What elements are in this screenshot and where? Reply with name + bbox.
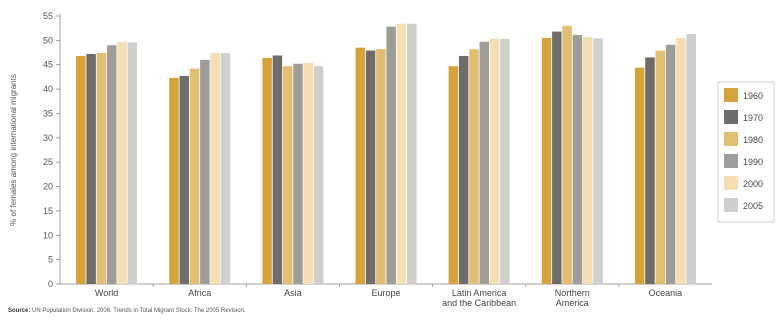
bar-1970 — [86, 54, 96, 285]
y-tick-label: 15 — [43, 206, 53, 216]
y-tick-label: 20 — [43, 182, 53, 192]
bar-1980 — [96, 53, 107, 284]
legend-label-1990: 1990 — [743, 157, 763, 167]
y-tick-label: 55 — [43, 11, 53, 21]
y-tick-label: 50 — [43, 35, 53, 45]
bar-2000 — [582, 36, 593, 284]
x-category-label: Africa — [188, 288, 211, 298]
bar-2005 — [593, 38, 603, 284]
bar-2005 — [127, 42, 138, 284]
bar-1960 — [169, 77, 179, 284]
bar-1960 — [355, 47, 365, 284]
x-category-label: Northern — [555, 288, 590, 298]
bar-1980 — [655, 50, 666, 285]
bar-2000 — [303, 62, 314, 284]
bar-1970 — [458, 55, 469, 285]
x-category-label: and the Caribbean — [442, 298, 516, 308]
bar-2000 — [396, 23, 407, 285]
x-category-label: Latin America — [452, 288, 507, 298]
legend-swatch-2000 — [724, 176, 738, 190]
x-category-label: World — [95, 288, 118, 298]
legend-label-1980: 1980 — [743, 135, 763, 145]
bar-1990 — [293, 63, 303, 284]
bar-2000 — [489, 38, 500, 284]
bar-1990 — [386, 26, 396, 284]
legend-swatch-2005 — [724, 198, 738, 212]
legend-swatch-1990 — [724, 154, 738, 168]
y-tick-label: 45 — [43, 60, 53, 70]
bar-2000 — [117, 41, 127, 284]
bar-1960 — [448, 66, 459, 285]
y-tick-label: 5 — [48, 255, 53, 265]
source-label: Source: — [8, 308, 31, 314]
legend-label-1960: 1960 — [743, 91, 763, 101]
legend-label-2005: 2005 — [743, 201, 763, 211]
bar-1990 — [479, 41, 490, 284]
legend-label-2000: 2000 — [743, 179, 763, 189]
bar-2005 — [407, 23, 417, 285]
bar-2005 — [500, 38, 510, 284]
bar-1970 — [645, 57, 655, 284]
bar-1980 — [376, 49, 386, 284]
bar-1990 — [665, 44, 676, 285]
bar-2000 — [676, 37, 686, 284]
bar-1980 — [469, 49, 479, 284]
y-tick-label: 0 — [48, 279, 53, 289]
bar-2005 — [686, 34, 696, 285]
y-tick-label: 30 — [43, 133, 53, 143]
source-text: UN Population Division. 2006. Trends in … — [32, 308, 246, 314]
y-tick-label: 40 — [43, 84, 53, 94]
x-category-label: Oceania — [649, 288, 683, 298]
y-tick-label: 10 — [43, 230, 53, 240]
x-category-label: Asia — [284, 288, 302, 298]
bar-1970 — [365, 50, 376, 285]
legend-swatch-1970 — [724, 110, 738, 124]
bar-2005 — [313, 66, 324, 285]
bar-1970 — [179, 75, 190, 285]
bar-1960 — [634, 67, 645, 284]
bar-1970 — [272, 55, 283, 285]
legend-label-1970: 1970 — [743, 113, 763, 123]
bar-1980 — [189, 68, 200, 284]
legend-swatch-1960 — [724, 88, 738, 102]
x-category-label: Europe — [371, 288, 400, 298]
bar-1960 — [541, 37, 552, 284]
bar-1980 — [562, 25, 572, 285]
bar-1960 — [262, 57, 272, 284]
bar-1990 — [572, 35, 583, 285]
y-tick-label: 25 — [43, 157, 53, 167]
bar-1980 — [282, 66, 293, 285]
y-tick-label: 35 — [43, 108, 53, 118]
source-note: Source: UN Population Division. 2006. Tr… — [8, 308, 246, 314]
bar-1970 — [552, 31, 562, 284]
legend-swatch-1980 — [724, 132, 738, 146]
bar-2005 — [220, 53, 231, 284]
bar-1960 — [76, 55, 86, 285]
bar-1990 — [106, 45, 117, 285]
bar-1990 — [200, 59, 210, 284]
x-category-label: America — [556, 298, 589, 308]
y-axis-title: % of females among international migrant… — [9, 74, 18, 226]
bar-2000 — [210, 53, 220, 284]
